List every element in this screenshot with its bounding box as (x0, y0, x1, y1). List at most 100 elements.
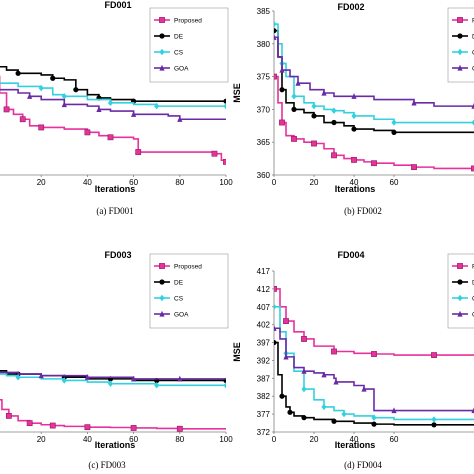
data-point (331, 107, 337, 114)
data-point (177, 116, 183, 122)
data-point (274, 28, 277, 34)
legend: Proposed DE CS GOA (149, 7, 229, 83)
data-point (211, 150, 218, 157)
y-tick-label: 397 (257, 339, 271, 348)
y-tick-label: 387 (257, 374, 271, 383)
data-point (283, 318, 289, 324)
data-point (61, 93, 67, 100)
legend-label: CS (472, 296, 474, 303)
data-point (331, 152, 337, 159)
data-point (431, 352, 437, 358)
data-point (311, 113, 317, 119)
data-point (279, 119, 285, 126)
data-point (176, 425, 183, 432)
data-point (471, 119, 474, 126)
x-tick-label: 60 (129, 178, 138, 187)
x-tick-label: 40 (350, 435, 359, 444)
x-axis-title: Iterations (95, 440, 136, 450)
data-point (279, 87, 285, 93)
data-point (107, 134, 114, 141)
legend-marker (159, 64, 165, 71)
data-point (371, 160, 377, 167)
data-point (471, 102, 474, 109)
x-tick-label: 0 (272, 435, 277, 444)
data-point (15, 374, 21, 381)
legend-label: Proposed (174, 264, 202, 271)
data-point (19, 116, 26, 123)
legend-label: DE (174, 34, 184, 41)
x-axis-title: Iterations (95, 184, 136, 194)
data-point (177, 375, 183, 382)
data-point (131, 375, 137, 382)
legend-marker (457, 17, 463, 23)
series-line-cs (274, 23, 474, 124)
data-point (3, 106, 10, 113)
data-point (131, 111, 137, 117)
data-point (431, 422, 437, 428)
data-point (301, 385, 307, 393)
data-point (26, 420, 33, 427)
data-point (331, 418, 337, 424)
y-tick-label: 407 (257, 303, 271, 312)
data-point (391, 129, 397, 135)
x-tick-label: 0 (272, 178, 277, 187)
chart-title: FD001 (104, 0, 131, 10)
legend-marker (159, 48, 165, 56)
y-tick-label: 377 (257, 410, 271, 419)
panel-caption: (c) FD003 (88, 460, 126, 470)
data-point (154, 382, 160, 389)
x-tick-label: 20 (37, 178, 46, 187)
data-point (341, 410, 347, 418)
legend-marker (159, 263, 165, 269)
data-point (321, 403, 327, 411)
data-point (431, 416, 437, 423)
series-line-goa (0, 88, 226, 121)
legend-label: GOA (174, 66, 189, 73)
legend: Proposed DE CS GOA (447, 7, 474, 83)
data-point (371, 414, 377, 421)
plot-area (0, 370, 226, 432)
data-point (84, 424, 91, 431)
x-tick-label: 40 (83, 178, 92, 187)
panel-caption: (a) FD001 (96, 206, 133, 216)
chart-title: FD003 (104, 250, 131, 260)
chart-fd001: 20 40 60 80 100 FD001 Iterations (a) FD001 Propo… (0, 0, 233, 216)
legend-label: CS (174, 296, 184, 303)
data-point (274, 303, 277, 310)
y-tick-label: 382 (257, 392, 271, 401)
y-tick-label: 375 (257, 73, 271, 82)
x-tick-label: 40 (83, 435, 92, 444)
data-point (301, 336, 307, 342)
legend: Proposed DE CS GOA (447, 253, 474, 329)
legend-marker (457, 310, 463, 317)
legend-label: DE (472, 34, 474, 41)
plot-area (274, 285, 474, 428)
data-point (135, 149, 142, 155)
legend-label: Proposed (174, 18, 202, 25)
data-point (274, 34, 277, 40)
data-point (84, 374, 90, 380)
data-point (311, 140, 317, 147)
data-point (274, 73, 277, 80)
data-point (301, 367, 307, 374)
data-point (223, 382, 226, 389)
data-point (291, 106, 297, 112)
y-tick-label: 392 (257, 356, 271, 365)
data-point (274, 285, 277, 292)
data-point (471, 407, 474, 414)
data-point (361, 385, 367, 392)
x-tick-label: 80 (175, 435, 184, 444)
legend-marker (159, 279, 165, 285)
data-point (49, 422, 56, 429)
data-point (287, 409, 293, 415)
legend-label: Proposed (472, 18, 474, 25)
legend-label: CS (472, 50, 474, 57)
data-point (15, 70, 21, 76)
data-point (38, 84, 44, 92)
data-point (84, 129, 91, 136)
legend-label: GOA (472, 66, 474, 73)
data-point (38, 372, 44, 379)
legend-label: DE (174, 280, 184, 287)
series-line-proposed (0, 399, 226, 430)
